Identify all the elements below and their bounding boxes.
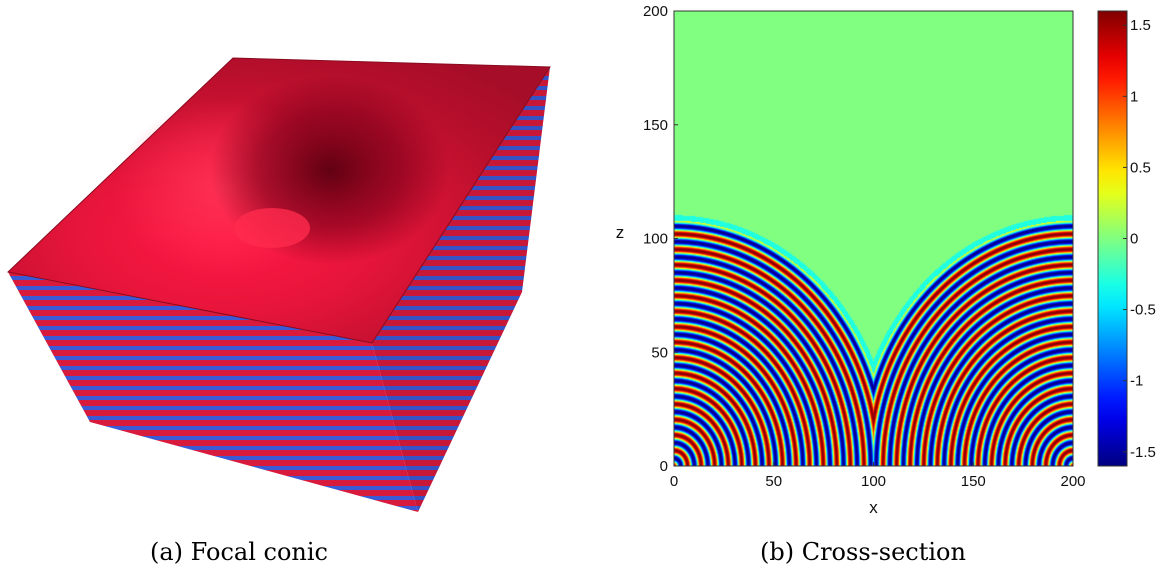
x-tick-label: 50	[765, 473, 782, 490]
heatmap-image	[674, 11, 1073, 466]
colorbar-ramp	[1097, 10, 1128, 467]
x-tick-label: 0	[670, 473, 678, 490]
cross-section-chart: 0 50 100 150 200 0 50 100 150 200 x z 1.5 1 0.5 0 -0…	[616, 3, 1156, 517]
right-face-shade	[372, 67, 550, 512]
colorbar-tick-label: 0	[1130, 231, 1138, 248]
y-tick-label: 200	[643, 3, 668, 20]
block-right-face	[372, 67, 550, 512]
x-axis: 0 50 100 150 200	[670, 462, 1086, 490]
x-tick-label: 150	[961, 473, 986, 490]
y-tick-label: 150	[643, 117, 668, 134]
colorbar-tick-label: -1	[1130, 373, 1143, 390]
y-axis: 0 50 100 150 200	[643, 3, 678, 475]
x-tick-label: 100	[861, 473, 886, 490]
colorbar	[1097, 10, 1128, 467]
colorbar-tick-label: 1.5	[1130, 17, 1151, 34]
colorbar-tick-label: 1	[1130, 88, 1138, 105]
y-tick-label: 0	[660, 458, 668, 475]
x-tick-label: 200	[1060, 473, 1085, 490]
y-tick-label: 50	[651, 344, 668, 361]
top-edge-outline	[6, 57, 551, 344]
x-axis-title: x	[869, 498, 878, 517]
focal-point-light	[234, 208, 310, 248]
y-tick-label: 100	[643, 231, 668, 248]
y-axis-title: z	[616, 223, 625, 242]
caption-b: (b) Cross-section	[760, 538, 966, 566]
colorbar-tick-label: 0.5	[1130, 159, 1151, 176]
heatmap-area	[673, 10, 1074, 467]
focal-conic-3d-figure	[6, 57, 551, 512]
colorbar-ticks: 1.5 1 0.5 0 -0.5 -1 -1.5	[1123, 17, 1156, 461]
colorbar-tick-label: -0.5	[1130, 302, 1156, 319]
caption-a: (a) Focal conic	[150, 538, 328, 566]
colorbar-tick-label: -1.5	[1130, 444, 1156, 461]
